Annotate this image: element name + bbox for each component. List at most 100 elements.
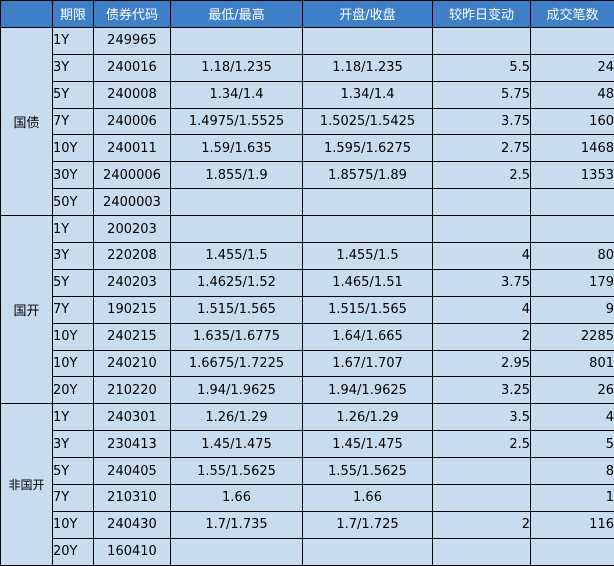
cell-term: 10Y [53, 323, 94, 350]
cell-low-high [171, 538, 303, 565]
cell-term: 20Y [53, 377, 94, 404]
cell-open-close: 1.8575/1.89 [303, 162, 433, 189]
cell-term: 20Y [53, 538, 94, 565]
cell-count [531, 538, 614, 565]
cell-term: 10Y [53, 135, 94, 162]
group-label: 国开 [1, 216, 53, 404]
cell-change: 2 [433, 511, 531, 538]
cell-change: 2.75 [433, 135, 531, 162]
cell-open-close: 1.5025/1.5425 [303, 108, 433, 135]
cell-low-high: 1.7/1.735 [171, 511, 303, 538]
cell-low-high: 1.34/1.4 [171, 81, 303, 108]
cell-term: 50Y [53, 189, 94, 216]
cell-count: 24 [531, 54, 614, 81]
cell-count [531, 216, 614, 243]
cell-code: 220208 [94, 243, 171, 270]
cell-open-close: 1.595/1.6275 [303, 135, 433, 162]
header-term: 期限 [53, 1, 94, 28]
cell-change [433, 216, 531, 243]
cell-open-close [303, 189, 433, 216]
cell-low-high: 1.59/1.635 [171, 135, 303, 162]
cell-count: 8 [531, 458, 614, 485]
cell-code: 240016 [94, 54, 171, 81]
cell-open-close: 1.7/1.725 [303, 511, 433, 538]
cell-change [433, 485, 531, 512]
cell-count: 5 [531, 431, 614, 458]
cell-term: 1Y [53, 216, 94, 243]
cell-low-high: 1.4975/1.5525 [171, 108, 303, 135]
header-open-close: 开盘/收盘 [303, 1, 433, 28]
cell-change: 3.5 [433, 404, 531, 431]
cell-count: 80 [531, 243, 614, 270]
cell-count: 4 [531, 404, 614, 431]
cell-open-close [303, 216, 433, 243]
cell-change: 4 [433, 296, 531, 323]
cell-term: 5Y [53, 269, 94, 296]
header-group [1, 1, 53, 28]
cell-term: 10Y [53, 511, 94, 538]
cell-count: 116 [531, 511, 614, 538]
cell-open-close: 1.18/1.235 [303, 54, 433, 81]
cell-open-close: 1.66 [303, 485, 433, 512]
cell-low-high: 1.515/1.565 [171, 296, 303, 323]
cell-low-high: 1.635/1.6775 [171, 323, 303, 350]
cell-term: 1Y [53, 27, 94, 54]
cell-change: 3.75 [433, 269, 531, 296]
cell-change: 3.25 [433, 377, 531, 404]
cell-code: 240006 [94, 108, 171, 135]
group-label: 非国开 [1, 404, 53, 565]
cell-code: 210310 [94, 485, 171, 512]
cell-term: 7Y [53, 485, 94, 512]
cell-change: 4 [433, 243, 531, 270]
cell-code: 200203 [94, 216, 171, 243]
cell-term: 30Y [53, 162, 94, 189]
cell-open-close: 1.34/1.4 [303, 81, 433, 108]
cell-count: 48 [531, 81, 614, 108]
group-label: 国债 [1, 27, 53, 215]
cell-change: 3.75 [433, 108, 531, 135]
cell-change [433, 189, 531, 216]
header-row: 期限 债券代码 最低/最高 开盘/收盘 较昨日变动 成交笔数 [1, 1, 614, 28]
cell-code: 2400003 [94, 189, 171, 216]
cell-open-close: 1.55/1.5625 [303, 458, 433, 485]
cell-open-close: 1.455/1.5 [303, 243, 433, 270]
cell-code: 240405 [94, 458, 171, 485]
cell-code: 240430 [94, 511, 171, 538]
cell-code: 240215 [94, 323, 171, 350]
cell-term: 3Y [53, 54, 94, 81]
cell-count [531, 27, 614, 54]
cell-low-high: 1.55/1.5625 [171, 458, 303, 485]
cell-code: 2400006 [94, 162, 171, 189]
cell-count: 1353 [531, 162, 614, 189]
header-code: 债券代码 [94, 1, 171, 28]
cell-change: 2.5 [433, 431, 531, 458]
header-change: 较昨日变动 [433, 1, 531, 28]
cell-low-high: 1.26/1.29 [171, 404, 303, 431]
cell-low-high: 1.455/1.5 [171, 243, 303, 270]
cell-count: 1 [531, 485, 614, 512]
cell-low-high [171, 216, 303, 243]
cell-count: 26 [531, 377, 614, 404]
cell-term: 5Y [53, 81, 94, 108]
cell-open-close: 1.64/1.665 [303, 323, 433, 350]
cell-low-high: 1.94/1.9625 [171, 377, 303, 404]
cell-term: 7Y [53, 296, 94, 323]
cell-change: 5.75 [433, 81, 531, 108]
cell-term: 7Y [53, 108, 94, 135]
cell-code: 240203 [94, 269, 171, 296]
